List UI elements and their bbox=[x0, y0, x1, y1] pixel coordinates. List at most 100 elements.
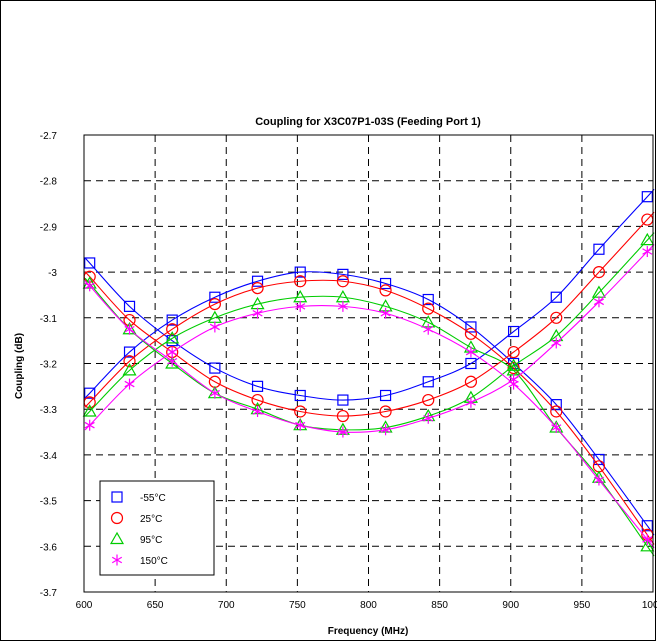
data-point bbox=[422, 393, 435, 407]
data-point bbox=[507, 325, 520, 338]
y-tick-label: -3.2 bbox=[40, 360, 58, 371]
legend-marker bbox=[110, 511, 124, 525]
data-point bbox=[251, 393, 264, 407]
data-point bbox=[123, 346, 136, 358]
data-point bbox=[294, 275, 307, 288]
data-point bbox=[422, 293, 434, 306]
data-point bbox=[165, 331, 180, 344]
data-point bbox=[422, 302, 435, 315]
plot-area-frame bbox=[83, 134, 654, 593]
y-tick-label: -3.4 bbox=[40, 451, 58, 462]
data-point bbox=[550, 311, 563, 324]
data-point bbox=[593, 474, 605, 486]
x-tick-label: 700 bbox=[218, 600, 235, 611]
data-point bbox=[550, 399, 562, 411]
data-point bbox=[337, 426, 348, 438]
data-point bbox=[593, 243, 605, 255]
legend-label: 95°C bbox=[140, 535, 162, 546]
data-point bbox=[166, 314, 178, 326]
data-point bbox=[423, 412, 434, 424]
data-point bbox=[124, 378, 135, 390]
data-point bbox=[84, 387, 96, 399]
data-point bbox=[508, 373, 519, 385]
data-point bbox=[294, 405, 307, 418]
series-line bbox=[84, 232, 655, 431]
series-line bbox=[84, 244, 655, 433]
legend: -55°C 25°C 95°C 150°C bbox=[99, 480, 215, 576]
y-tick-label: -3.1 bbox=[40, 314, 58, 325]
data-point bbox=[551, 421, 562, 433]
data-point bbox=[465, 346, 476, 358]
data-point bbox=[640, 539, 655, 552]
chart-title: Coupling for X3C07P1-03S (Feeding Port 1… bbox=[255, 116, 481, 128]
y-tick-label: -2.8 bbox=[40, 177, 58, 188]
data-point bbox=[122, 363, 137, 376]
x-tick-label: 900 bbox=[502, 600, 519, 611]
data-point bbox=[294, 266, 306, 278]
data-point bbox=[550, 405, 563, 418]
data-point bbox=[464, 375, 478, 388]
data-point bbox=[209, 291, 221, 303]
y-tick-label: -3 bbox=[48, 268, 57, 279]
data-point bbox=[642, 246, 653, 258]
data-point bbox=[84, 257, 96, 269]
data-point bbox=[465, 396, 476, 408]
data-point bbox=[336, 275, 349, 288]
y-tick-label: -2.7 bbox=[40, 131, 58, 142]
legend-label: 150°C bbox=[140, 556, 168, 567]
data-point bbox=[592, 266, 606, 279]
series-line bbox=[84, 279, 655, 545]
data-point bbox=[379, 405, 392, 418]
data-point bbox=[464, 327, 478, 340]
data-point bbox=[423, 323, 434, 335]
x-tick-label: 600 bbox=[76, 600, 93, 611]
y-tick-label: -3.7 bbox=[40, 588, 58, 599]
x-tick-label: 750 bbox=[289, 600, 306, 611]
data-point bbox=[209, 387, 220, 399]
data-point bbox=[337, 394, 349, 406]
series-line bbox=[84, 211, 655, 417]
data-point bbox=[123, 355, 136, 368]
y-tick-label: -2.9 bbox=[40, 222, 58, 233]
data-point bbox=[294, 389, 306, 402]
data-point bbox=[507, 345, 520, 359]
data-point bbox=[336, 409, 349, 423]
x-tick-labels: 600 650 700 750 800 850 900 950 1000 bbox=[76, 600, 657, 611]
data-point bbox=[123, 300, 136, 312]
data-point bbox=[251, 275, 264, 287]
data-point bbox=[166, 323, 179, 336]
x-tick-label: 800 bbox=[360, 600, 377, 611]
data-point bbox=[337, 300, 348, 312]
legend-marker bbox=[111, 554, 123, 566]
data-point bbox=[641, 191, 653, 203]
data-point bbox=[295, 300, 306, 312]
legend-marker bbox=[109, 531, 125, 545]
data-point bbox=[380, 307, 391, 319]
data-point bbox=[506, 358, 521, 371]
series-4 bbox=[84, 244, 655, 549]
y-axis-label: Coupling (dB) bbox=[14, 333, 25, 399]
x-tick-label: 950 bbox=[574, 600, 591, 611]
data-point bbox=[82, 404, 97, 417]
data-point bbox=[465, 357, 477, 370]
y-tick-label: -3.6 bbox=[40, 542, 58, 553]
data-point bbox=[209, 321, 220, 333]
data-point bbox=[379, 284, 392, 297]
series-line bbox=[84, 271, 655, 536]
data-point bbox=[379, 389, 392, 402]
plot-series bbox=[82, 189, 655, 557]
x-tick-label: 1000 bbox=[642, 600, 657, 611]
data-point bbox=[295, 419, 306, 431]
series-line bbox=[84, 189, 655, 401]
series-line bbox=[84, 304, 655, 549]
data-point bbox=[380, 424, 391, 436]
data-point bbox=[251, 281, 264, 295]
y-tick-label: -3.3 bbox=[40, 405, 58, 416]
data-point bbox=[84, 280, 95, 292]
data-point bbox=[167, 355, 178, 367]
data-point bbox=[379, 277, 392, 290]
data-point bbox=[251, 380, 264, 392]
data-point bbox=[550, 291, 562, 303]
